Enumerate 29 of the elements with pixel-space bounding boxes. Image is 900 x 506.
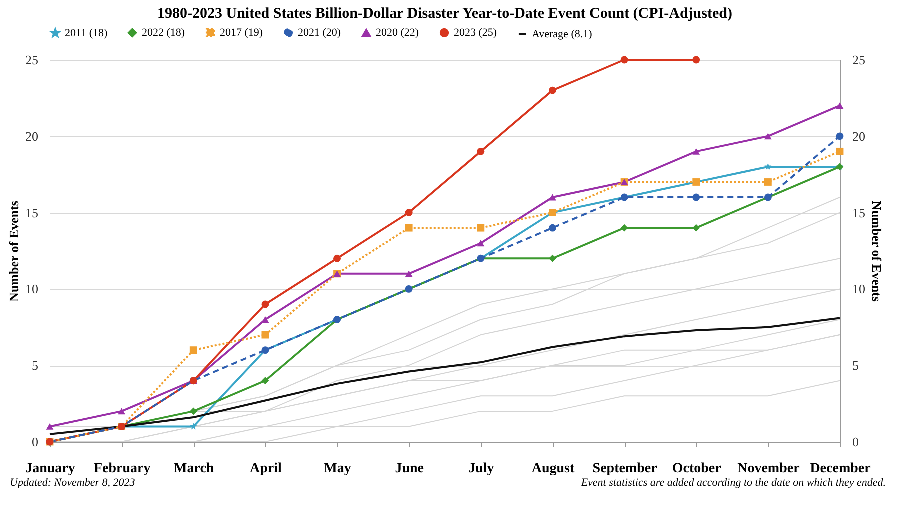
- text: Event statistics are added according to the date on which they ended.: [581, 477, 886, 489]
- text: Updated: November 8, 2023: [10, 477, 136, 489]
- x-tick-label: June: [395, 462, 424, 476]
- y-tick-label: 5: [32, 358, 38, 374]
- y2-tick-label: 15: [852, 205, 866, 220]
- y2-tick-label: 5: [852, 358, 859, 374]
- x-tick-label: November: [738, 462, 800, 476]
- y-axis-title: Number of Events: [6, 201, 22, 302]
- y-tick-label: 15: [26, 205, 38, 220]
- y2-tick-label: 0: [852, 434, 859, 450]
- x-tick-label: October: [672, 462, 722, 476]
- y-tick-label: 0: [32, 434, 38, 450]
- y2-axis-title: Number of Events: [870, 201, 884, 302]
- legend-label: 2011 (18): [65, 27, 108, 40]
- y-tick-label: 20: [26, 128, 38, 144]
- legend-label: 2023 (25): [454, 26, 498, 39]
- y2-tick-label: 20: [852, 128, 866, 144]
- x-tick-label: March: [174, 462, 214, 476]
- legend-label: 2020 (22): [376, 27, 420, 40]
- y-tick-label: 10: [26, 282, 38, 297]
- x-tick-label: December: [810, 462, 871, 476]
- legend-label: 2022 (18): [142, 26, 186, 39]
- y2-tick-label: 25: [852, 52, 866, 68]
- legend-label: Average (8.1): [532, 28, 593, 40]
- y2-tick-label: 10: [852, 282, 866, 297]
- chart-title: 1980-2023 United States Billion-Dollar Disaster Year-to-Date Event Count (CPI-Adjusted): [158, 6, 732, 22]
- legend-label: 2021 (20): [298, 26, 342, 39]
- y-tick-label: 25: [26, 52, 38, 68]
- legend-label: 2017 (19): [220, 26, 264, 39]
